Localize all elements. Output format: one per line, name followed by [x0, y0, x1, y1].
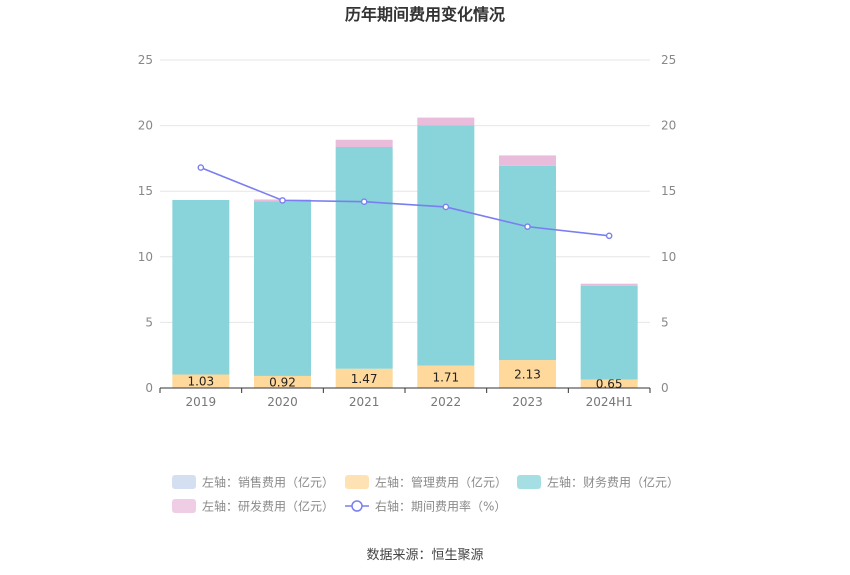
rate-point — [360, 198, 368, 205]
rate-point — [197, 164, 205, 171]
bar-segment — [499, 360, 556, 388]
bar-segment — [335, 139, 393, 147]
legend-label: 左轴：销售费用（亿元） — [202, 475, 334, 490]
legend-item[interactable]: 左轴：财务费用（亿元） — [517, 475, 679, 490]
left-axis: 0 5 10 15 20 25 — [138, 53, 153, 395]
rate-point — [279, 197, 286, 204]
x-tick-label: 2019 — [186, 395, 217, 409]
bar-value-label: 1.47 — [351, 372, 378, 386]
bar-value-label: 1.71 — [432, 370, 459, 384]
legend-item[interactable]: 左轴：销售费用（亿元） — [172, 475, 334, 490]
bar-segment — [335, 146, 393, 369]
rate-line — [197, 164, 613, 240]
x-tick-label: 2023 — [512, 395, 543, 409]
right-tick-label: 10 — [661, 250, 676, 264]
bar-segment — [417, 365, 475, 388]
legend-swatch — [517, 475, 541, 489]
legend-swatch — [345, 475, 369, 489]
right-tick-label: 25 — [661, 53, 676, 67]
left-tick-label: 20 — [138, 119, 153, 133]
bar-segment — [499, 155, 556, 166]
legend[interactable]: 左轴：销售费用（亿元） 左轴：管理费用（亿元） 左轴：财务费用（亿元） 左轴：研发费用… — [172, 475, 679, 514]
left-tick-label: 5 — [145, 315, 153, 329]
left-tick-label: 10 — [138, 250, 153, 264]
bar-segment — [335, 368, 393, 388]
rate-point — [442, 203, 450, 211]
right-axis: 0 5 10 15 20 25 — [661, 53, 676, 395]
source-note: 数据来源：恒生聚源 — [366, 548, 483, 563]
legend-label: 左轴：财务费用（亿元） — [547, 475, 679, 490]
bar-segment — [580, 379, 638, 388]
legend-label: 右轴：期间费用率（%） — [375, 499, 506, 514]
right-tick-label: 20 — [661, 119, 676, 133]
legend-swatch — [172, 499, 196, 513]
bar-segment — [172, 374, 230, 388]
bar-value-label: 0.92 — [269, 375, 296, 389]
bar-segment — [580, 285, 638, 380]
legend-item[interactable]: 左轴：研发费用（亿元） — [172, 499, 334, 514]
legend-item[interactable]: 左轴：管理费用（亿元） — [345, 475, 507, 490]
bar-segment — [254, 375, 311, 388]
bars: 1.03 0.92 1.47 1.71 2.130.65 — [172, 117, 638, 391]
chart-title: 历年期间费用变化情况 — [345, 5, 505, 24]
left-tick-label: 0 — [145, 381, 153, 395]
x-tick-label: 2020 — [267, 395, 298, 409]
right-tick-label: 5 — [661, 315, 669, 329]
bar-segment — [499, 165, 556, 361]
rate-point — [605, 232, 613, 240]
bar-segment — [580, 283, 638, 286]
rate-line-path — [200, 166, 610, 237]
x-axis: 2019 2020 2021 2022 2023 2024H1 — [159, 387, 651, 409]
x-tick-label: 2022 — [431, 395, 462, 409]
bar-value-label: 2.13 — [514, 368, 541, 382]
legend-item[interactable]: 右轴：期间费用率（%） — [345, 499, 506, 514]
left-tick-label: 25 — [138, 53, 153, 67]
x-tick-label: 2024H1 — [586, 395, 633, 409]
legend-label: 左轴：管理费用（亿元） — [375, 475, 507, 490]
right-tick-label: 0 — [661, 381, 669, 395]
left-tick-label: 15 — [138, 184, 153, 198]
x-tick-label: 2021 — [349, 395, 380, 409]
legend-label: 左轴：研发费用（亿元） — [202, 499, 334, 514]
bar-value-label: 1.03 — [187, 375, 214, 389]
bar-segment — [417, 117, 475, 126]
rate-point — [524, 223, 531, 230]
legend-swatch — [172, 475, 196, 489]
bar-segment — [172, 199, 230, 375]
bar-segment — [417, 125, 475, 366]
right-tick-label: 15 — [661, 184, 676, 198]
legend-marker — [351, 500, 363, 512]
bar-segment — [254, 201, 311, 376]
grid — [160, 59, 650, 323]
